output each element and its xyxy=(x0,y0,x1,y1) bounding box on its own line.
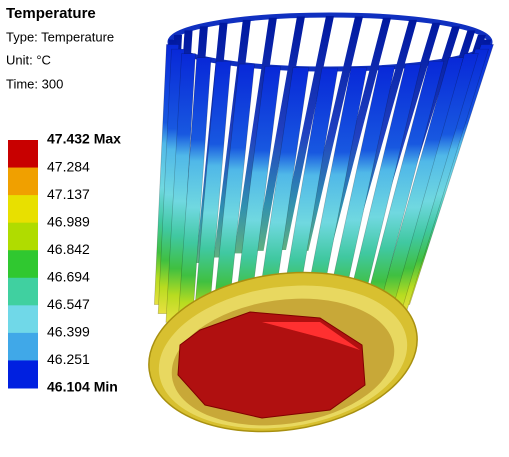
legend-band xyxy=(8,140,38,168)
legend: 47.432 Max 47.284 47.137 46.989 46.842 46.694… xyxy=(8,131,121,395)
legend-label: 47.284 xyxy=(47,158,90,174)
legend-label: 46.842 xyxy=(47,241,90,257)
legend-band xyxy=(8,333,38,361)
legend-band xyxy=(8,250,38,278)
result-type: Type: Temperature xyxy=(6,29,114,44)
result-unit: Unit: °C xyxy=(6,52,51,67)
legend-label: 46.104 Min xyxy=(47,379,118,395)
result-time: Time: 300 xyxy=(6,76,63,91)
legend-band xyxy=(8,278,38,306)
legend-band xyxy=(8,360,38,388)
legend-band xyxy=(8,195,38,223)
legend-label: 46.547 xyxy=(47,296,90,312)
legend-label: 47.137 xyxy=(47,186,90,202)
legend-band xyxy=(8,223,38,251)
legend-band xyxy=(8,168,38,196)
legend-label: 47.432 Max xyxy=(47,131,121,147)
legend-label: 46.251 xyxy=(47,351,90,367)
legend-label: 46.694 xyxy=(47,268,90,284)
result-title: Temperature xyxy=(6,5,96,22)
legend-band xyxy=(8,305,38,333)
legend-label: 46.399 xyxy=(47,324,90,340)
result-view: Temperature Type: Temperature Unit: °C T… xyxy=(0,0,509,452)
model xyxy=(138,15,493,448)
legend-label: 46.989 xyxy=(47,213,90,229)
